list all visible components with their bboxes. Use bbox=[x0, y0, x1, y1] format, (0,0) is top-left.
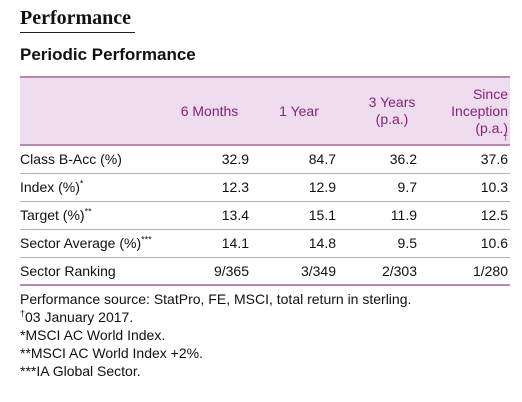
row-label: Index (%)* bbox=[20, 173, 162, 202]
cell-6-months: 32.9 bbox=[162, 145, 257, 174]
cell-1-year: 84.7 bbox=[257, 145, 341, 174]
cell-since-inception: 37.6 bbox=[427, 145, 510, 174]
source-note: Performance source: StatPro, FE, MSCI, t… bbox=[20, 291, 412, 307]
section-title: Periodic Performance bbox=[20, 45, 196, 64]
cell-1-year: 14.8 bbox=[257, 229, 341, 258]
cell-6-months: 12.3 bbox=[162, 173, 257, 202]
header-1-year: 1 Year bbox=[257, 76, 341, 146]
cell-3-years: 9.7 bbox=[341, 173, 427, 202]
sector-note: ***IA Global Sector. bbox=[20, 363, 141, 379]
row-label: Sector Average (%)*** bbox=[20, 229, 162, 258]
cell-since-inception: 1/280 bbox=[427, 257, 510, 286]
cell-1-year: 3/349 bbox=[257, 257, 341, 286]
inception-date-note: †03 January 2017. bbox=[20, 308, 134, 325]
cell-since-inception: 12.5 bbox=[427, 201, 510, 230]
header-since-line2: Inception bbox=[451, 102, 508, 119]
cell-3-years: 11.9 bbox=[341, 201, 427, 230]
cell-6-months: 14.1 bbox=[162, 229, 257, 258]
periodic-performance-table: 6 Months 1 Year 3 Years (p.a.) Since Inc… bbox=[20, 76, 510, 286]
index-note: *MSCI AC World Index. bbox=[20, 327, 166, 343]
cell-since-inception: 10.3 bbox=[427, 173, 510, 202]
table-row: Class B-Acc (%) 32.9 84.7 36.2 37.6 bbox=[20, 145, 510, 174]
cell-since-inception: 10.6 bbox=[427, 229, 510, 258]
table-row: Sector Average (%)*** 14.1 14.8 9.5 10.6 bbox=[20, 229, 510, 258]
header-3-years: 3 Years (p.a.) bbox=[341, 76, 427, 146]
header-6-months: 6 Months bbox=[162, 76, 257, 146]
header-3-years-line1: 3 Years bbox=[368, 94, 416, 110]
cell-3-years: 36.2 bbox=[341, 145, 427, 174]
header-3-years-line2: (p.a.) bbox=[375, 111, 409, 127]
row-label: Sector Ranking bbox=[20, 257, 162, 286]
cell-6-months: 13.4 bbox=[162, 201, 257, 230]
header-since-line1: Since bbox=[472, 85, 508, 102]
row-label: Class B-Acc (%) bbox=[20, 145, 162, 174]
cell-6-months: 9/365 bbox=[162, 257, 257, 286]
document-title: Performance bbox=[20, 6, 136, 33]
cell-1-year: 12.9 bbox=[257, 173, 341, 202]
table-header-row: 6 Months 1 Year 3 Years (p.a.) Since Inc… bbox=[20, 76, 510, 146]
footnotes: Performance source: StatPro, FE, MSCI, t… bbox=[20, 290, 515, 380]
header-label-column bbox=[20, 76, 162, 146]
target-note: **MSCI AC World Index +2%. bbox=[20, 345, 203, 361]
cell-1-year: 15.1 bbox=[257, 201, 341, 230]
cell-3-years: 9.5 bbox=[341, 229, 427, 258]
cell-3-years: 2/303 bbox=[341, 257, 427, 286]
table-row: Index (%)* 12.3 12.9 9.7 10.3 bbox=[20, 173, 510, 202]
header-since-inception: Since Inception (p.a.) † bbox=[427, 76, 510, 146]
header-since-line3: (p.a.) † bbox=[475, 119, 508, 142]
row-label: Target (%)** bbox=[20, 201, 162, 230]
table-row: Target (%)** 13.4 15.1 11.9 12.5 bbox=[20, 201, 510, 230]
table-row: Sector Ranking 9/365 3/349 2/303 1/280 bbox=[20, 257, 510, 286]
